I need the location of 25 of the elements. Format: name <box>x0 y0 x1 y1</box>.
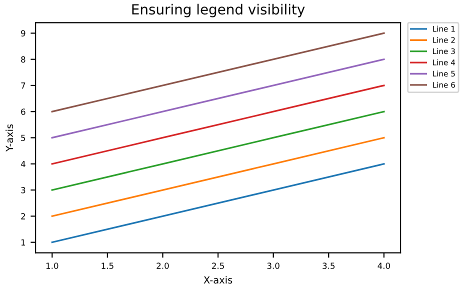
line-series <box>51 32 385 112</box>
y-tick-label: 2 <box>21 213 25 220</box>
y-tick-label: 3 <box>21 187 26 194</box>
x-tick-label: 2.0 <box>156 262 169 269</box>
y-tick-label: 8 <box>21 56 26 63</box>
x-tick-label: 1.5 <box>102 262 114 269</box>
y-axis-title: Y-axis <box>6 124 14 152</box>
line-series <box>51 84 385 165</box>
x-tick-label: 3.0 <box>267 262 280 269</box>
line-series <box>51 163 385 244</box>
line-series <box>51 110 385 191</box>
y-tick-label: 9 <box>21 30 26 36</box>
chart-title: Ensuring legend visibility <box>132 4 305 18</box>
x-tick-label: 3.5 <box>322 262 335 269</box>
x-tick-label: 1.0 <box>46 262 58 269</box>
line-series <box>51 58 385 139</box>
y-tick-label: 5 <box>21 134 26 142</box>
x-tick-label: 4.0 <box>378 262 390 269</box>
x-tick-label: 2.5 <box>212 262 224 269</box>
x-axis-title: X-axis <box>204 276 232 284</box>
y-tick-label: 1 <box>21 239 26 246</box>
y-tick-label: 4 <box>20 160 26 168</box>
line-series <box>51 136 385 217</box>
y-tick-label: 7 <box>21 82 26 89</box>
y-tick-label: 6 <box>21 108 26 115</box>
